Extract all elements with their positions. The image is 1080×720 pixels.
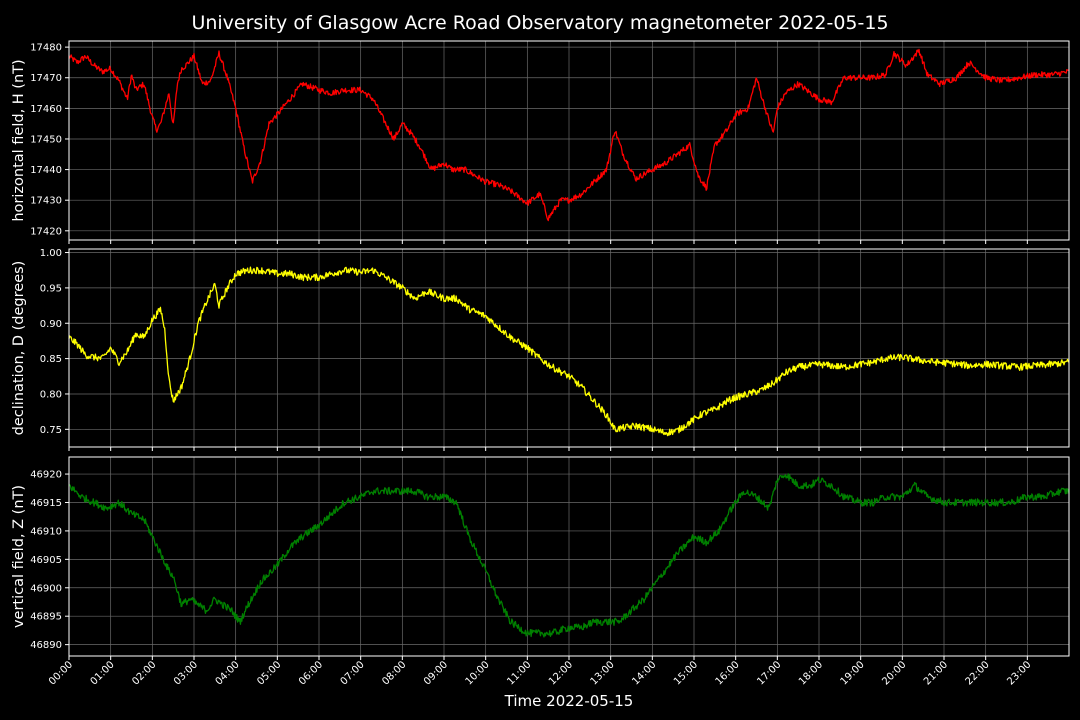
y-tick-label: 17470: [30, 73, 62, 84]
y-tick-label: 0.90: [40, 319, 62, 330]
x-axis-label: Time 2022-05-15: [504, 692, 634, 710]
y-tick-label: 46915: [30, 498, 62, 509]
panels: 17420 17430 17440 17450 17460 17470 17480horiz…: [11, 40, 1070, 660]
panel-frame: [68, 40, 1070, 241]
panel-3: 46890 46895 46900 46905 46910 46915 46920verti…: [11, 456, 1070, 660]
y-tick-label: 0.85: [40, 354, 62, 365]
y-axis-label: declination, D (degrees): [11, 261, 27, 436]
y-tick-label: 46900: [30, 583, 62, 594]
y-tick-label: 17450: [30, 134, 62, 145]
y-tick-label: 46910: [30, 526, 62, 537]
y-tick-label: 1.00: [40, 248, 62, 259]
y-tick-label: 17460: [30, 104, 62, 115]
series-line-1: [68, 48, 1070, 222]
chart-title: University of Glasgow Acre Road Observat…: [191, 12, 888, 34]
y-tick-label: 17430: [30, 196, 62, 207]
y-tick-label: 0.95: [40, 283, 62, 294]
y-tick-label: 46895: [30, 612, 62, 623]
y-tick-label: 46905: [30, 555, 62, 566]
y-tick-label: 0.75: [40, 425, 62, 436]
series-line-2: [68, 266, 1070, 437]
y-tick-label: 17420: [30, 226, 62, 237]
y-tick-label: 46920: [30, 470, 62, 481]
series-line-3: [68, 473, 1070, 638]
y-axis-label: vertical field, Z (nT): [11, 485, 27, 628]
panel-frame: [68, 456, 1070, 657]
y-tick-label: 17480: [30, 43, 62, 54]
y-tick-label: 46890: [30, 640, 62, 651]
panel-2: 0.75 0.80 0.85 0.90 0.95 1.00 declination, D (…: [11, 248, 1070, 451]
y-tick-label: 0.80: [40, 389, 62, 400]
y-tick-label: 17440: [30, 165, 62, 176]
panel-1: 17420 17430 17440 17450 17460 17470 17480horiz…: [11, 40, 1070, 244]
y-axis-label: horizontal field, H (nT): [11, 59, 27, 221]
panel-frame: [68, 248, 1070, 448]
